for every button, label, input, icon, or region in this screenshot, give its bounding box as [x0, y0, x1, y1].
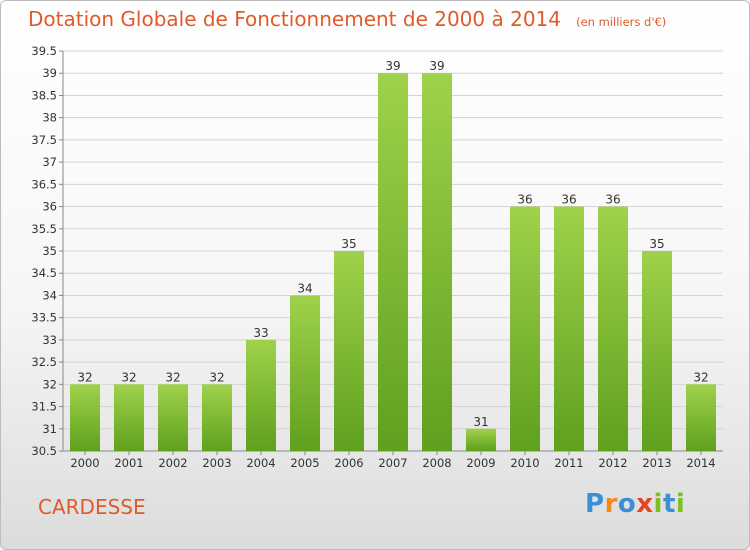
bar	[202, 384, 232, 451]
x-tick-label: 2010	[510, 456, 539, 470]
bar	[422, 73, 452, 451]
bar	[598, 206, 628, 451]
x-tick-label: 2000	[70, 456, 99, 470]
x-tick-label: 2009	[466, 456, 495, 470]
x-tick-label: 2002	[158, 456, 187, 470]
y-tick-label: 31.5	[31, 400, 57, 414]
y-tick-label: 38.5	[31, 88, 57, 102]
data-label: 33	[253, 326, 268, 340]
data-label: 31	[473, 415, 488, 429]
bar	[378, 73, 408, 451]
x-tick-label: 2011	[554, 456, 583, 470]
data-label: 39	[429, 59, 444, 73]
x-tick-label: 2004	[246, 456, 275, 470]
x-tick-label: 2012	[598, 456, 627, 470]
data-label: 32	[77, 370, 92, 384]
bar	[642, 251, 672, 451]
logo-letter: r	[604, 489, 618, 519]
y-tick-label: 34	[42, 288, 57, 302]
proxiti-logo[interactable]: Proxiti	[585, 489, 685, 519]
y-tick-label: 35.5	[31, 222, 57, 236]
bar	[554, 206, 584, 451]
labels: 32 32 32 32 33 34 35 39 39 31 36 36 36 35 32	[77, 59, 708, 429]
y-tick-label: 31	[42, 422, 57, 436]
logo-letter: t	[662, 489, 676, 519]
x-tick-label: 2003	[202, 456, 231, 470]
data-label: 32	[693, 370, 708, 384]
x-tick-label: 2008	[422, 456, 451, 470]
x-tick-label: 2006	[334, 456, 363, 470]
logo-letter: i	[653, 489, 663, 519]
y-tick-label: 37.5	[31, 133, 57, 147]
data-label: 39	[385, 59, 400, 73]
y-tick-label: 39.5	[31, 44, 57, 58]
data-label: 34	[297, 281, 312, 295]
y-tick-label: 32	[42, 377, 57, 391]
chart-unit: (en milliers d'€)	[576, 15, 667, 29]
y-tick-label: 34.5	[31, 266, 57, 280]
data-label: 32	[121, 370, 136, 384]
bar	[114, 384, 144, 451]
bar	[686, 384, 716, 451]
y-tick-label: 33.5	[31, 311, 57, 325]
logo-letter: x	[636, 489, 654, 519]
y-tick-label: 35	[42, 244, 57, 258]
y-tick-label: 39	[42, 66, 57, 80]
bars	[70, 73, 716, 451]
chart-title-line: Dotation Globale de Fonctionnement de 20…	[28, 7, 666, 31]
data-label: 35	[341, 237, 356, 251]
logo-letter: i	[675, 489, 686, 519]
y-tick-label: 33	[42, 333, 57, 347]
logo-letter: o	[617, 489, 637, 519]
bar	[466, 428, 496, 451]
data-label: 35	[649, 237, 664, 251]
bar	[510, 206, 540, 451]
y-tick-label: 36.5	[31, 177, 57, 191]
x-tick-label: 2013	[642, 456, 671, 470]
x-tick-label: 2001	[114, 456, 143, 470]
y-tick-label: 38	[42, 111, 57, 125]
data-label: 36	[517, 193, 532, 207]
y-tick-label: 36	[42, 200, 57, 214]
bar	[70, 384, 100, 451]
x-tick-label: 2007	[378, 456, 407, 470]
data-label: 36	[561, 193, 576, 207]
bar	[334, 251, 364, 451]
bar	[290, 295, 320, 451]
logo-letter: P	[585, 489, 605, 519]
x-tick-label: 2014	[686, 456, 715, 470]
axes: 30.5 31 31.5 32 32.5 33 33.5 34 34.5 35 35.5 36 36.5…	[31, 44, 723, 470]
y-tick-label: 30.5	[31, 444, 57, 458]
data-label: 32	[209, 370, 224, 384]
data-label: 32	[165, 370, 180, 384]
data-label: 36	[605, 193, 620, 207]
y-tick-label: 32.5	[31, 355, 57, 369]
bar	[158, 384, 188, 451]
x-tick-label: 2005	[290, 456, 319, 470]
bar	[246, 339, 276, 451]
commune-name: CARDESSE	[38, 495, 146, 519]
y-tick-label: 37	[42, 155, 57, 169]
chart-title: Dotation Globale de Fonctionnement de 20…	[28, 7, 561, 31]
